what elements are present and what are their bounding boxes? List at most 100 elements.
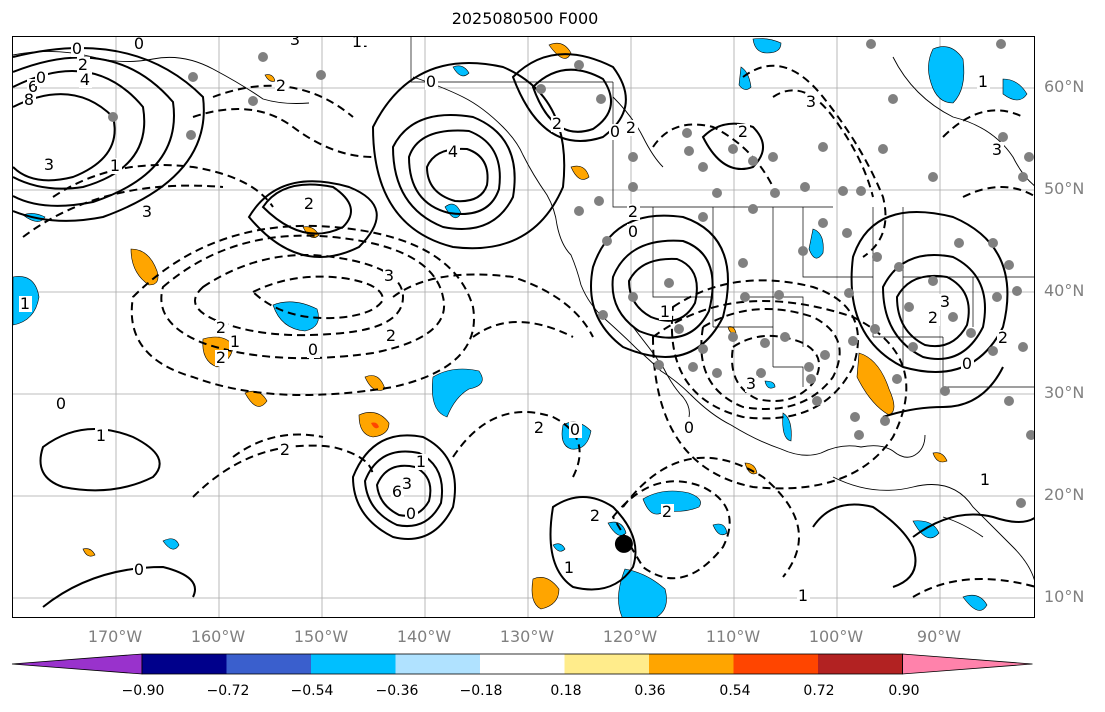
contour-label-bg — [415, 454, 428, 470]
contour-label-bg — [19, 296, 32, 312]
contour-label-bg — [569, 422, 582, 438]
contour-label-bg — [997, 330, 1010, 346]
contour-value-label: 3 — [746, 374, 756, 393]
contour-label-bg — [939, 294, 952, 310]
contour-label-bg — [77, 57, 90, 73]
contour-value-label: 0 — [56, 394, 66, 413]
contour-label-bg — [215, 350, 228, 366]
contour-label-bg — [23, 92, 36, 108]
contour-label-bg — [109, 158, 122, 174]
contour-label-bg — [551, 116, 564, 132]
coastlines — [13, 51, 1034, 581]
contour-label-bg — [43, 157, 56, 173]
contour-value-label: 0 — [36, 68, 46, 87]
lat-label: 40°N — [1044, 281, 1085, 300]
contour-value-label: 0 — [308, 340, 318, 359]
contour-value-label: 3 — [402, 474, 412, 493]
contour-value-label: 6 — [392, 482, 402, 501]
contour-value-label: 2 — [216, 318, 226, 337]
lon-label: 140°W — [396, 627, 452, 646]
contour-label-bg — [215, 320, 228, 336]
contour-value-label: 0 — [628, 222, 638, 241]
contour-value-label: 4 — [448, 142, 458, 161]
colorbar-extend-low — [11, 653, 143, 675]
contour-label-bg — [961, 356, 974, 372]
contour-label-bg — [303, 196, 316, 212]
contour-value-label: 1 — [978, 72, 988, 91]
contour-value-label: 6 — [28, 77, 38, 96]
colorbar-segment — [311, 654, 396, 674]
contour-label-bg — [737, 124, 750, 140]
contour-label-bg — [289, 37, 302, 48]
colorbar-segment — [564, 654, 650, 674]
colorbar-segment — [480, 654, 565, 674]
strong-positive-patches — [371, 422, 379, 429]
contour-value-label: 2 — [590, 506, 600, 525]
contour-label-bg — [533, 420, 546, 436]
contour-value-label: 3 — [940, 292, 950, 311]
contour-label-bg — [661, 504, 674, 520]
contour-label-bg — [55, 396, 68, 412]
contour-label-bg — [977, 74, 990, 90]
contour-value-label: 0 — [72, 39, 82, 58]
contour-value-label: 2 — [304, 194, 314, 213]
colorbar-extend-high — [902, 653, 1033, 675]
colorbar-tick-label: 0.18 — [550, 683, 582, 699]
lon-label: 120°W — [602, 627, 658, 646]
contour-value-label: 4 — [80, 70, 90, 89]
contour-value-label: 0 — [406, 504, 416, 523]
contour-value-label: 3 — [142, 202, 152, 221]
colorbar-tick-label: −0.72 — [206, 683, 250, 699]
map-panel: 0246831023421023210202321010126310203010… — [12, 36, 1035, 618]
contour-value-label: 3 — [992, 140, 1002, 159]
contour-value-label: 1 — [352, 37, 362, 51]
lat-label: 10°N — [1044, 587, 1085, 606]
contour-value-label: 1 — [980, 470, 990, 489]
contour-label-bg — [991, 142, 1004, 158]
contour-value-label: 1 — [564, 558, 574, 577]
contour-value-label: 1 — [660, 302, 670, 321]
contour-label-bg — [133, 562, 146, 578]
contour-value-label: 2 — [78, 55, 88, 74]
lon-label: 100°W — [808, 627, 864, 646]
contour-value-label: 1 — [230, 332, 240, 351]
contour-value-label: 2 — [626, 118, 636, 137]
contour-label-bg — [71, 41, 84, 57]
contour-label-bg — [385, 328, 398, 344]
contour-label-bg — [589, 508, 602, 524]
lon-label: 110°W — [705, 627, 761, 646]
contour-label-bg — [625, 120, 638, 136]
positive-anomaly-patches — [82, 42, 948, 610]
contour-label-bg — [425, 74, 438, 90]
contour-label-bg — [141, 204, 154, 220]
contour-label-bg — [745, 376, 758, 392]
colorbar-segment — [142, 654, 227, 674]
contour-value-label: 3 — [806, 92, 816, 111]
contour-value-label: 2 — [738, 122, 748, 141]
contour-value-label: 1 — [798, 586, 808, 605]
contour-value-label: 2 — [552, 114, 562, 133]
lon-label: 90°W — [916, 627, 962, 646]
contour-label-bg — [627, 204, 640, 220]
contour-value-label: 1 — [416, 452, 426, 471]
contour-value-label: 0 — [134, 37, 144, 53]
lon-label: 160°W — [190, 627, 246, 646]
contour-label-bg — [79, 72, 92, 88]
contour-value-label: 0 — [426, 72, 436, 91]
contour-label-bg — [401, 476, 414, 492]
contour-value-label: 3 — [290, 37, 300, 49]
contour-value-label: 2 — [276, 76, 286, 95]
colorbar-tick-label: 0.72 — [803, 683, 835, 699]
contour-label-bg — [229, 334, 242, 350]
contour-label-bg — [609, 124, 622, 140]
contour-label-bg — [797, 588, 810, 604]
lat-label: 20°N — [1044, 485, 1085, 504]
contour-value-label: 0 — [962, 354, 972, 373]
lon-label: 150°W — [293, 627, 349, 646]
colorbar-segment — [733, 654, 819, 674]
contour-label-bg — [133, 37, 146, 52]
colorbar-tick-label: 0.90 — [888, 683, 920, 699]
lat-label: 50°N — [1044, 179, 1085, 198]
contour-value-label: 1 — [20, 294, 30, 313]
station-dots — [108, 39, 1034, 508]
